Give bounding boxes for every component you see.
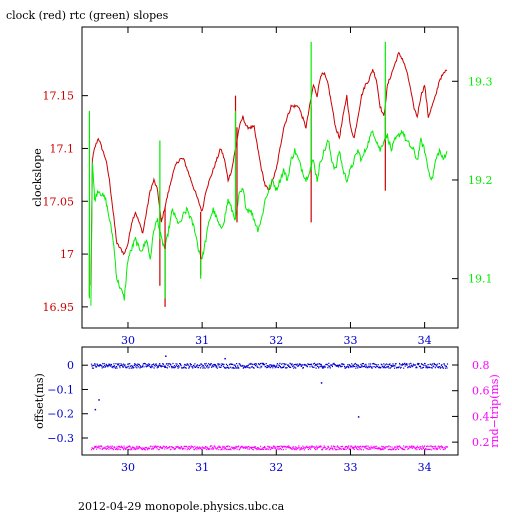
y-left-tick-label: −0.2 [47, 408, 74, 421]
x-tick-label: 31 [195, 461, 209, 474]
scatter-point-offset-outlier [94, 408, 97, 411]
scatter-point-offset-outlier [98, 399, 100, 401]
x-tick-label: 34 [418, 334, 432, 347]
x-tick-label: 33 [343, 461, 357, 474]
y-left-tick-label: 16.95 [43, 301, 75, 314]
y-right-tick-label: 19.3 [468, 75, 493, 88]
y-left-tick-label: 17.1 [50, 142, 75, 155]
scatter-point-offset-outlier [357, 416, 360, 418]
bottom-chart: 30 31 32 33 34 0 −0.1 −0.2 −0.3 0.2 0.4 0.6 0.8 offse… [33, 346, 501, 474]
y-right-tick-label: 0.6 [472, 385, 490, 398]
y-left-tick-label: 0 [67, 359, 74, 372]
y-right-tick-label: 0.2 [472, 436, 490, 449]
scatter-point-offset-outlier [224, 357, 226, 360]
series-line-clock [90, 51, 448, 286]
x-tick-label: 32 [269, 461, 283, 474]
x-tick-label: 32 [269, 334, 283, 347]
x-tick-label: 30 [121, 334, 135, 347]
y-left-tick-label: 17.05 [43, 195, 75, 208]
chart-title: clock (red) rtc (green) slopes [6, 9, 169, 22]
y-left-tick-label: −0.3 [47, 432, 74, 445]
scatter-offset [90, 362, 449, 369]
y-left-tick-label: 17.15 [43, 90, 75, 103]
y-right-tick-label: 19.2 [468, 174, 493, 187]
scatter-point-offset-outlier [165, 355, 167, 357]
x-tick-label: 34 [418, 461, 432, 474]
x-tick-label: 31 [195, 334, 209, 347]
x-tick-label: 33 [343, 334, 357, 347]
y-axis-label: clockslope [31, 148, 44, 206]
y-left-tick-label: 17 [60, 248, 74, 261]
y-axis-label: offset(ms) [33, 373, 46, 429]
scatter-point-offset-outlier [320, 382, 323, 384]
top-plot-frame [81, 26, 459, 329]
y-right-tick-label: 19.1 [468, 273, 493, 286]
series-line-rtc [90, 129, 448, 306]
y-right-tick-label: 0.8 [472, 359, 490, 372]
x-tick-label: 30 [121, 461, 135, 474]
top-chart: 30 31 32 33 34 16.95 17 17.05 17.1 17.15 19.1 19.2 1… [31, 26, 493, 347]
scatter-rnd-trip [90, 445, 449, 451]
footer-text: 2012-04-29 monopole.physics.ubc.ca [78, 500, 285, 512]
y-right-tick-label: 0.4 [472, 410, 490, 423]
y-left-tick-label: −0.1 [47, 383, 74, 396]
y-right-axis-label: rnd−trip(ms) [488, 374, 501, 448]
bottom-plot-frame [81, 346, 459, 456]
